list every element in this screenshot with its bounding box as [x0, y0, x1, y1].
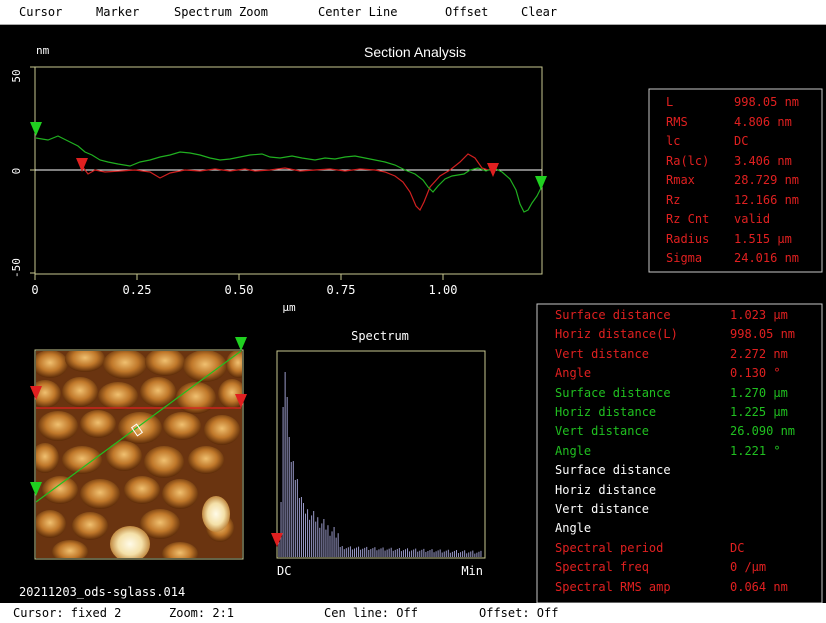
- section-title: Section Analysis: [364, 44, 466, 60]
- measurement-label: Vert distance: [555, 502, 649, 516]
- red-cursor-left-icon[interactable]: [76, 158, 88, 172]
- menu-clear[interactable]: Clear: [521, 5, 558, 19]
- roughness-value: 998.05 nm: [734, 95, 800, 109]
- measurement-value: 0 /µm: [730, 560, 767, 575]
- roughness-value: 3.406 nm: [734, 153, 792, 168]
- filename-label: 20211203_ods-sglass.014: [19, 585, 186, 599]
- roughness-label: Rz: [666, 192, 681, 207]
- measurement-value: 2.272 nm: [730, 346, 788, 361]
- y-tick-label: 50: [10, 69, 23, 82]
- y-tick-label: -50: [10, 258, 23, 278]
- image-green-cursor-top-icon[interactable]: [235, 337, 247, 351]
- roughness-value: 12.166 nm: [734, 192, 800, 207]
- afm-image-frame: [34, 349, 244, 560]
- y-tick-label: 0: [10, 168, 23, 175]
- measurement-label: Spectral RMS amp: [555, 579, 671, 594]
- measurement-label: Vert distance: [555, 346, 649, 361]
- menu-offset[interactable]: Offset: [445, 5, 489, 19]
- roughness-panel: [648, 88, 823, 273]
- green-cursor-right-icon[interactable]: [535, 176, 547, 190]
- measurement-value: 1.023 µm: [730, 308, 788, 322]
- spectrum-frame: [276, 350, 486, 559]
- roughness-label: RMS: [666, 114, 688, 129]
- roughness-value: 24.016 nm: [734, 251, 800, 265]
- measurement-label: Surface distance: [555, 385, 671, 400]
- spectrum-bars: [278, 372, 482, 557]
- x-tick-label: 1.00: [429, 283, 458, 297]
- status-cursor: Cursor: fixed 2: [13, 606, 122, 620]
- measurement-label: Vert distance: [555, 424, 649, 439]
- red-profile-line: [81, 153, 495, 212]
- green-cursor-left-icon[interactable]: [30, 122, 42, 136]
- measurement-value: 0.064 nm: [730, 579, 788, 594]
- measurement-value: 1.221 °: [730, 443, 781, 458]
- status-offset: Offset: Off: [479, 606, 559, 620]
- menu-marker[interactable]: Marker: [96, 5, 140, 19]
- roughness-label: Ra(lc): [666, 153, 710, 168]
- spectrum-title: Spectrum: [351, 329, 409, 343]
- x-tick-label: 0.25: [123, 283, 152, 297]
- measurement-label: Spectral freq: [555, 560, 649, 575]
- menu-cursor[interactable]: Cursor: [19, 5, 63, 19]
- measurement-label: Horiz distance(L): [555, 327, 678, 342]
- roughness-value: 28.729 nm: [734, 173, 800, 187]
- image-red-cursor-left-icon[interactable]: [30, 386, 42, 400]
- spectrum-red-cursor-icon[interactable]: [271, 533, 283, 547]
- measurement-label: Angle: [555, 366, 592, 381]
- measurement-label: Spectral period: [555, 540, 664, 555]
- analysis-canvas: Section Analysis nm 50 0 -50 0 0.25 0.50…: [10, 44, 823, 603]
- image-green-cursor-bottom-icon[interactable]: [30, 482, 42, 496]
- roughness-label: Rmax: [666, 173, 695, 187]
- cursor-crossing-icon: [130, 423, 144, 437]
- roughness-value: 4.806 nm: [734, 114, 792, 129]
- menu-bar: Cursor Marker Spectrum Zoom Center Line …: [0, 0, 826, 25]
- x-tick-label: 0.50: [225, 283, 254, 297]
- x-tick-label: 0.75: [327, 283, 356, 297]
- y-unit-label: nm: [36, 44, 50, 57]
- green-profile-line: [35, 135, 542, 213]
- measurement-value: DC: [730, 540, 745, 555]
- spectrum-x-right-label: Min: [461, 564, 483, 578]
- measurement-label: Surface distance: [555, 308, 671, 322]
- roughness-value: valid: [734, 212, 771, 226]
- roughness-label: lc: [666, 134, 681, 148]
- status-bar: Cursor: fixed 2 Zoom: 2:1 Cen line: Off …: [0, 603, 826, 623]
- measurement-panel: [536, 303, 823, 603]
- roughness-value: 1.515 µm: [734, 231, 792, 246]
- menu-spectrum-zoom[interactable]: Spectrum Zoom: [174, 5, 268, 19]
- measurement-label: Horiz distance: [555, 405, 657, 419]
- roughness-label: Rz Cnt: [666, 212, 710, 226]
- measurement-label: Angle: [555, 521, 592, 536]
- measurement-value: 26.090 nm: [730, 424, 796, 439]
- measurement-value: 0.130 °: [730, 366, 781, 381]
- roughness-label: L: [666, 95, 674, 109]
- red-cursor-right-icon[interactable]: [487, 163, 499, 177]
- measurement-value: 1.270 µm: [730, 385, 788, 400]
- x-tick-label: 0: [31, 283, 38, 297]
- roughness-label: Radius: [666, 231, 710, 246]
- x-unit-label: µm: [282, 301, 296, 314]
- menu-center-line[interactable]: Center Line: [318, 5, 398, 19]
- status-zoom: Zoom: 2:1: [169, 606, 235, 620]
- measurement-value: 1.225 µm: [730, 405, 788, 419]
- spectrum-x-left-label: DC: [277, 564, 291, 578]
- measurement-label: Horiz distance: [555, 482, 657, 497]
- measurement-label: Surface distance: [555, 463, 671, 478]
- afm-height-image[interactable]: [29, 346, 250, 566]
- measurement-value: 998.05 nm: [730, 327, 796, 342]
- roughness-value: DC: [734, 134, 749, 148]
- measurement-label: Angle: [555, 443, 592, 458]
- status-cen-line: Cen line: Off: [324, 606, 418, 620]
- roughness-label: Sigma: [666, 251, 703, 265]
- image-red-cursor-right-icon[interactable]: [235, 394, 247, 408]
